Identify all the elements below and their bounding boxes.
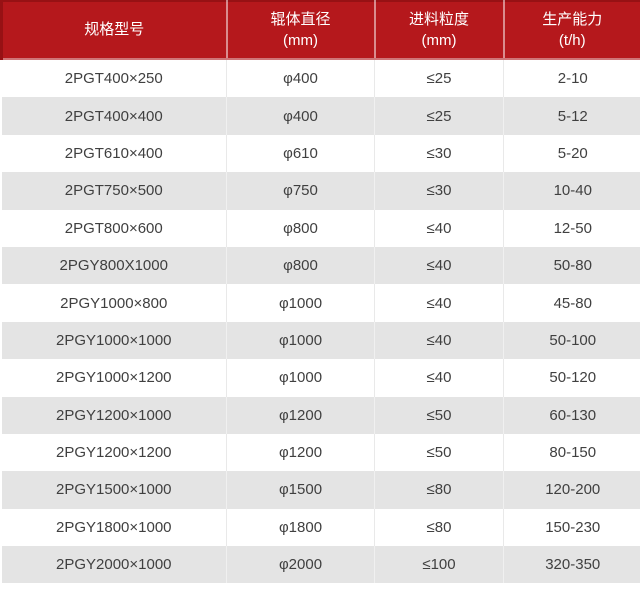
- table-row: 2PGY1200×1200 φ1200 ≤50 80-150: [1, 433, 640, 472]
- table-cell: φ800: [226, 246, 375, 285]
- table-row: 2PGT800×600 φ800 ≤40 12-50: [1, 209, 640, 247]
- column-header-label: 生产能力: [542, 11, 603, 28]
- table-cell: φ800: [226, 209, 375, 247]
- table-cell: 2PGY1000×800: [1, 284, 227, 322]
- table-row: 2PGT750×500 φ750 ≤30 10-40: [1, 172, 640, 210]
- table-cell: 2PGT750×500: [1, 172, 227, 210]
- table-row: 2PGY800X1000 φ800 ≤40 50-80: [1, 246, 640, 285]
- table-row: 2PGY1500×1000 φ1500 ≤80 120-200: [1, 471, 640, 509]
- table-row: 2PGT400×250 φ400 ≤25 2-10: [1, 59, 640, 98]
- table-cell: ≤40: [374, 359, 504, 397]
- table-cell: ≤25: [374, 59, 504, 98]
- table-cell: 2PGT610×400: [1, 134, 227, 173]
- table-cell: φ1500: [226, 471, 375, 509]
- table-cell: 2PGY1000×1200: [1, 359, 227, 397]
- table-cell: 80-150: [503, 433, 640, 472]
- table-row: 2PGT610×400 φ610 ≤30 5-20: [1, 134, 640, 173]
- table-cell: φ1000: [226, 359, 375, 397]
- table-cell: 2PGY800X1000: [1, 246, 227, 285]
- table-cell: ≤40: [374, 246, 504, 285]
- column-header-unit: (mm): [283, 32, 318, 49]
- table-row: 2PGY2000×1000 φ2000 ≤100 320-350: [1, 546, 640, 584]
- table-cell: 320-350: [503, 546, 640, 584]
- table-cell: 5-20: [503, 134, 640, 173]
- header-row: 规格型号 辊体直径 (mm) 进料粒度 (mm) 生产能力 (t/h): [0, 0, 640, 60]
- table-cell: 2-10: [503, 59, 640, 98]
- table-cell: ≤50: [374, 396, 504, 434]
- table-cell: 2PGY2000×1000: [1, 546, 227, 584]
- table-row: 2PGY1200×1000 φ1200 ≤50 60-130: [1, 396, 640, 434]
- table-cell: 50-100: [503, 321, 640, 360]
- table-cell: φ2000: [226, 546, 375, 584]
- column-header-roller-diameter: 辊体直径 (mm): [226, 0, 376, 60]
- column-header-feed-size: 进料粒度 (mm): [374, 0, 505, 60]
- table-cell: 2PGY1800×1000: [1, 508, 227, 547]
- table-cell: φ1000: [226, 321, 375, 360]
- table-cell: 2PGY1200×1000: [1, 396, 227, 434]
- spec-table-header: 规格型号 辊体直径 (mm) 进料粒度 (mm) 生产能力 (t/h): [0, 0, 640, 60]
- table-cell: ≤80: [374, 508, 504, 547]
- spec-table-body: 2PGT400×250 φ400 ≤25 2-10 2PGT400×400 φ400 ≤25…: [1, 59, 640, 584]
- table-row: 2PGY1000×1000 φ1000 ≤40 50-100: [1, 321, 640, 360]
- table-cell: 2PGT400×250: [1, 59, 227, 98]
- table-cell: 5-12: [503, 97, 640, 135]
- table-cell: 50-120: [503, 359, 640, 397]
- table-cell: ≤80: [374, 471, 504, 509]
- table-cell: φ400: [226, 59, 375, 98]
- table-cell: ≤40: [374, 321, 504, 360]
- column-header-label: 规格型号: [84, 21, 145, 38]
- table-cell: ≤50: [374, 433, 504, 472]
- table-cell: 2PGT800×600: [1, 209, 227, 247]
- table-cell: ≤40: [374, 284, 504, 322]
- table-cell: 10-40: [503, 172, 640, 210]
- table-cell: φ400: [226, 97, 375, 135]
- table-cell: φ610: [226, 134, 375, 173]
- table-cell: 12-50: [503, 209, 640, 247]
- column-header-label: 进料粒度: [408, 11, 469, 28]
- table-cell: 120-200: [503, 471, 640, 509]
- table-cell: 2PGY1500×1000: [1, 471, 227, 509]
- table-cell: ≤30: [374, 172, 504, 210]
- table-cell: 60-130: [503, 396, 640, 434]
- table-cell: 2PGY1200×1200: [1, 433, 227, 472]
- table-row: 2PGY1800×1000 φ1800 ≤80 150-230: [1, 508, 640, 547]
- table-cell: φ1000: [226, 284, 375, 322]
- table-cell: φ1800: [226, 508, 375, 547]
- table-row: 2PGY1000×1200 φ1000 ≤40 50-120: [1, 359, 640, 397]
- column-header-label: 辊体直径: [270, 11, 331, 28]
- table-cell: φ750: [226, 172, 375, 210]
- table-cell: 2PGT400×400: [1, 97, 227, 135]
- table-cell: ≤30: [374, 134, 504, 173]
- column-header-unit: (t/h): [558, 32, 586, 49]
- table-cell: 2PGY1000×1000: [1, 321, 227, 360]
- table-cell: φ1200: [226, 396, 375, 434]
- column-header-capacity: 生产能力 (t/h): [503, 0, 640, 60]
- column-header-unit: (mm): [421, 32, 457, 49]
- table-cell: ≤25: [374, 97, 504, 135]
- table-cell: 50-80: [503, 246, 640, 285]
- table-cell: 45-80: [503, 284, 640, 322]
- column-header-model: 规格型号: [0, 0, 228, 60]
- table-cell: ≤100: [374, 546, 504, 584]
- table-cell: φ1200: [226, 433, 375, 472]
- table-row: 2PGY1000×800 φ1000 ≤40 45-80: [1, 284, 640, 322]
- table-cell: 150-230: [503, 508, 640, 547]
- table-cell: ≤40: [374, 209, 504, 247]
- table-row: 2PGT400×400 φ400 ≤25 5-12: [1, 97, 640, 135]
